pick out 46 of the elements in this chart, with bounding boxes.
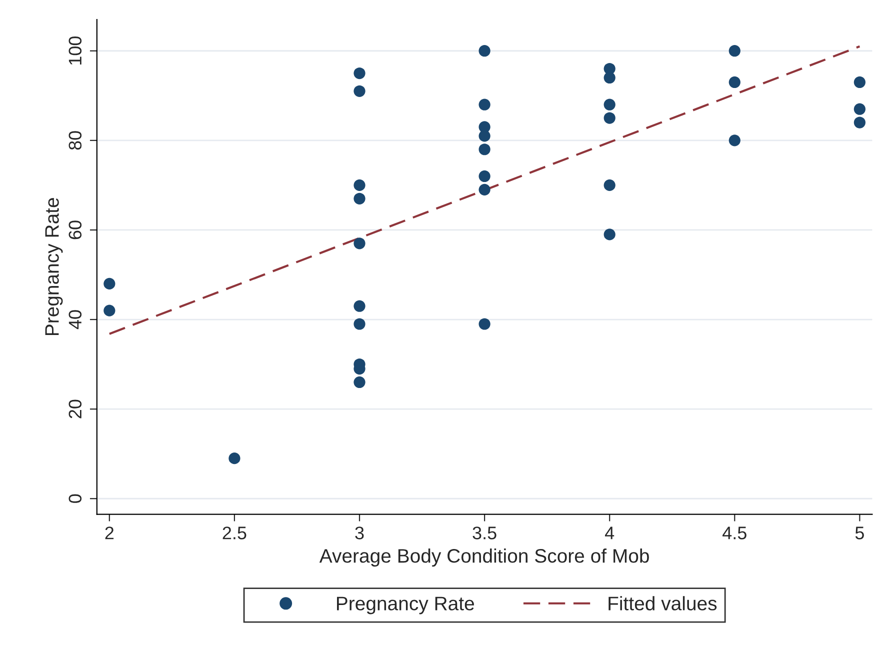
point — [478, 318, 490, 330]
point — [354, 85, 366, 97]
x-tick-label: 2.5 — [222, 526, 246, 540]
x-tick-label: 4.5 — [722, 526, 746, 540]
y-tick-label: 0 — [68, 494, 82, 503]
point — [354, 179, 366, 192]
point — [104, 304, 116, 316]
point — [478, 144, 490, 156]
point — [354, 192, 366, 204]
point — [354, 238, 366, 250]
point — [728, 45, 740, 57]
point — [854, 103, 866, 115]
legend-label: Pregnancy Rate — [337, 596, 474, 614]
x-tick-label: 3.5 — [472, 526, 496, 540]
point — [854, 76, 866, 88]
y-tick-label: 20 — [68, 400, 82, 418]
point — [478, 45, 490, 57]
legend-label: Fitted values — [608, 596, 717, 610]
point — [478, 184, 490, 196]
point — [478, 170, 490, 182]
point — [228, 452, 240, 464]
point — [354, 67, 366, 80]
point — [354, 318, 366, 330]
y-tick-label: 40 — [68, 310, 82, 330]
point — [604, 179, 616, 192]
y-tick-label: 60 — [68, 220, 82, 240]
point — [478, 98, 490, 110]
x-tick-label: 3 — [355, 526, 364, 540]
point — [354, 300, 366, 312]
point — [728, 134, 740, 146]
point — [478, 130, 490, 142]
point — [604, 228, 616, 240]
point — [604, 72, 616, 84]
point — [604, 98, 616, 110]
point — [354, 376, 366, 388]
x-tick-label: 2 — [105, 526, 114, 540]
x-tick-label: 4 — [604, 526, 614, 540]
y-tick-label: 100 — [68, 36, 82, 65]
point — [854, 116, 866, 128]
point — [728, 76, 740, 88]
y-tick-label: 80 — [68, 131, 82, 150]
point — [604, 112, 616, 124]
y-axis-title: Pregnancy Rate — [45, 198, 63, 336]
x-axis-title: Average Body Condition Score of Mob — [319, 548, 649, 567]
point — [104, 278, 116, 290]
x-tick-label: 5 — [855, 526, 864, 540]
